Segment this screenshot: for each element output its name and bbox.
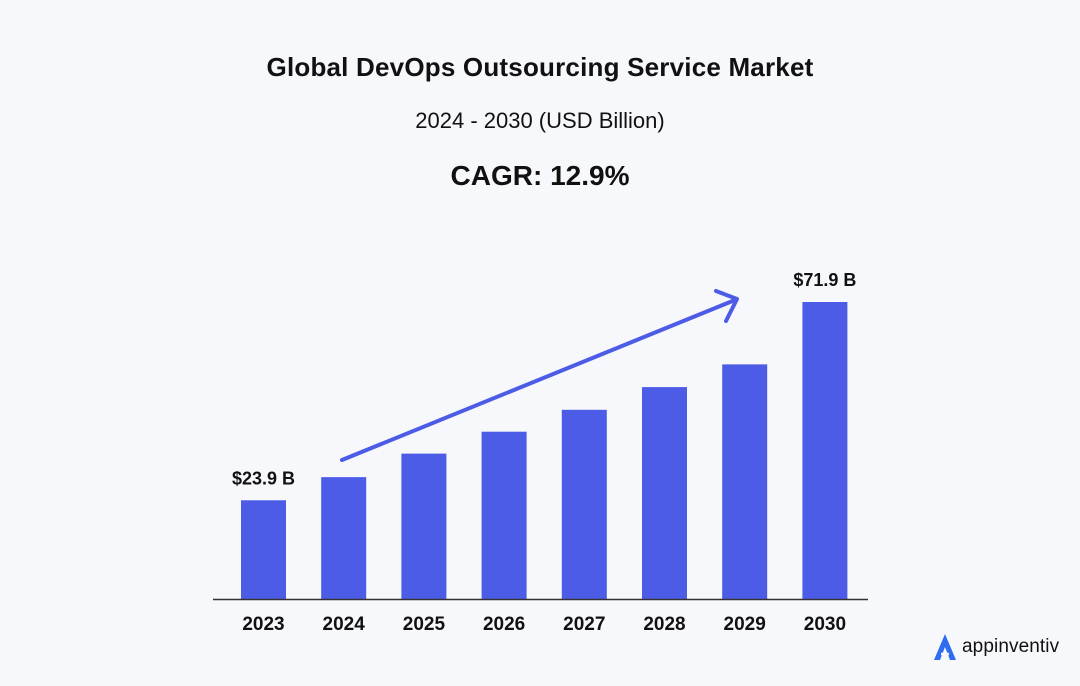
trend-arrow-head [714, 289, 739, 323]
x-tick-label: 2023 [242, 614, 284, 635]
x-tick-label: 2024 [323, 614, 366, 635]
appinventiv-logo-icon [934, 634, 956, 660]
x-tick-label: 2029 [724, 614, 766, 635]
data-label: $23.9 B [232, 468, 295, 488]
appinventiv-logo: appinventiv [932, 630, 1059, 664]
bar-2029 [722, 364, 768, 599]
trend-arrow [340, 298, 737, 462]
x-tick-label: 2026 [483, 614, 525, 635]
bar-2023 [241, 500, 286, 599]
logo-text: appinventiv [962, 636, 1060, 657]
bar-2030 [802, 302, 848, 599]
x-tick-label: 2030 [804, 614, 846, 635]
cagr-label: CAGR: 12.9% [450, 160, 630, 191]
bar-2025 [401, 453, 447, 599]
bar-2027 [561, 409, 607, 599]
chart-subtitle: 2024 - 2030 (USD Billion) [415, 108, 665, 133]
bar-2024 [321, 477, 367, 599]
x-tick-label: 2028 [643, 614, 685, 635]
bar-2026 [481, 431, 527, 599]
chart-title: Global DevOps Outsourcing Service Market [266, 52, 814, 82]
data-label: $71.9 B [793, 270, 856, 290]
bar-2028 [642, 387, 687, 599]
x-tick-label: 2025 [403, 614, 446, 635]
x-tick-label: 2027 [563, 614, 605, 635]
